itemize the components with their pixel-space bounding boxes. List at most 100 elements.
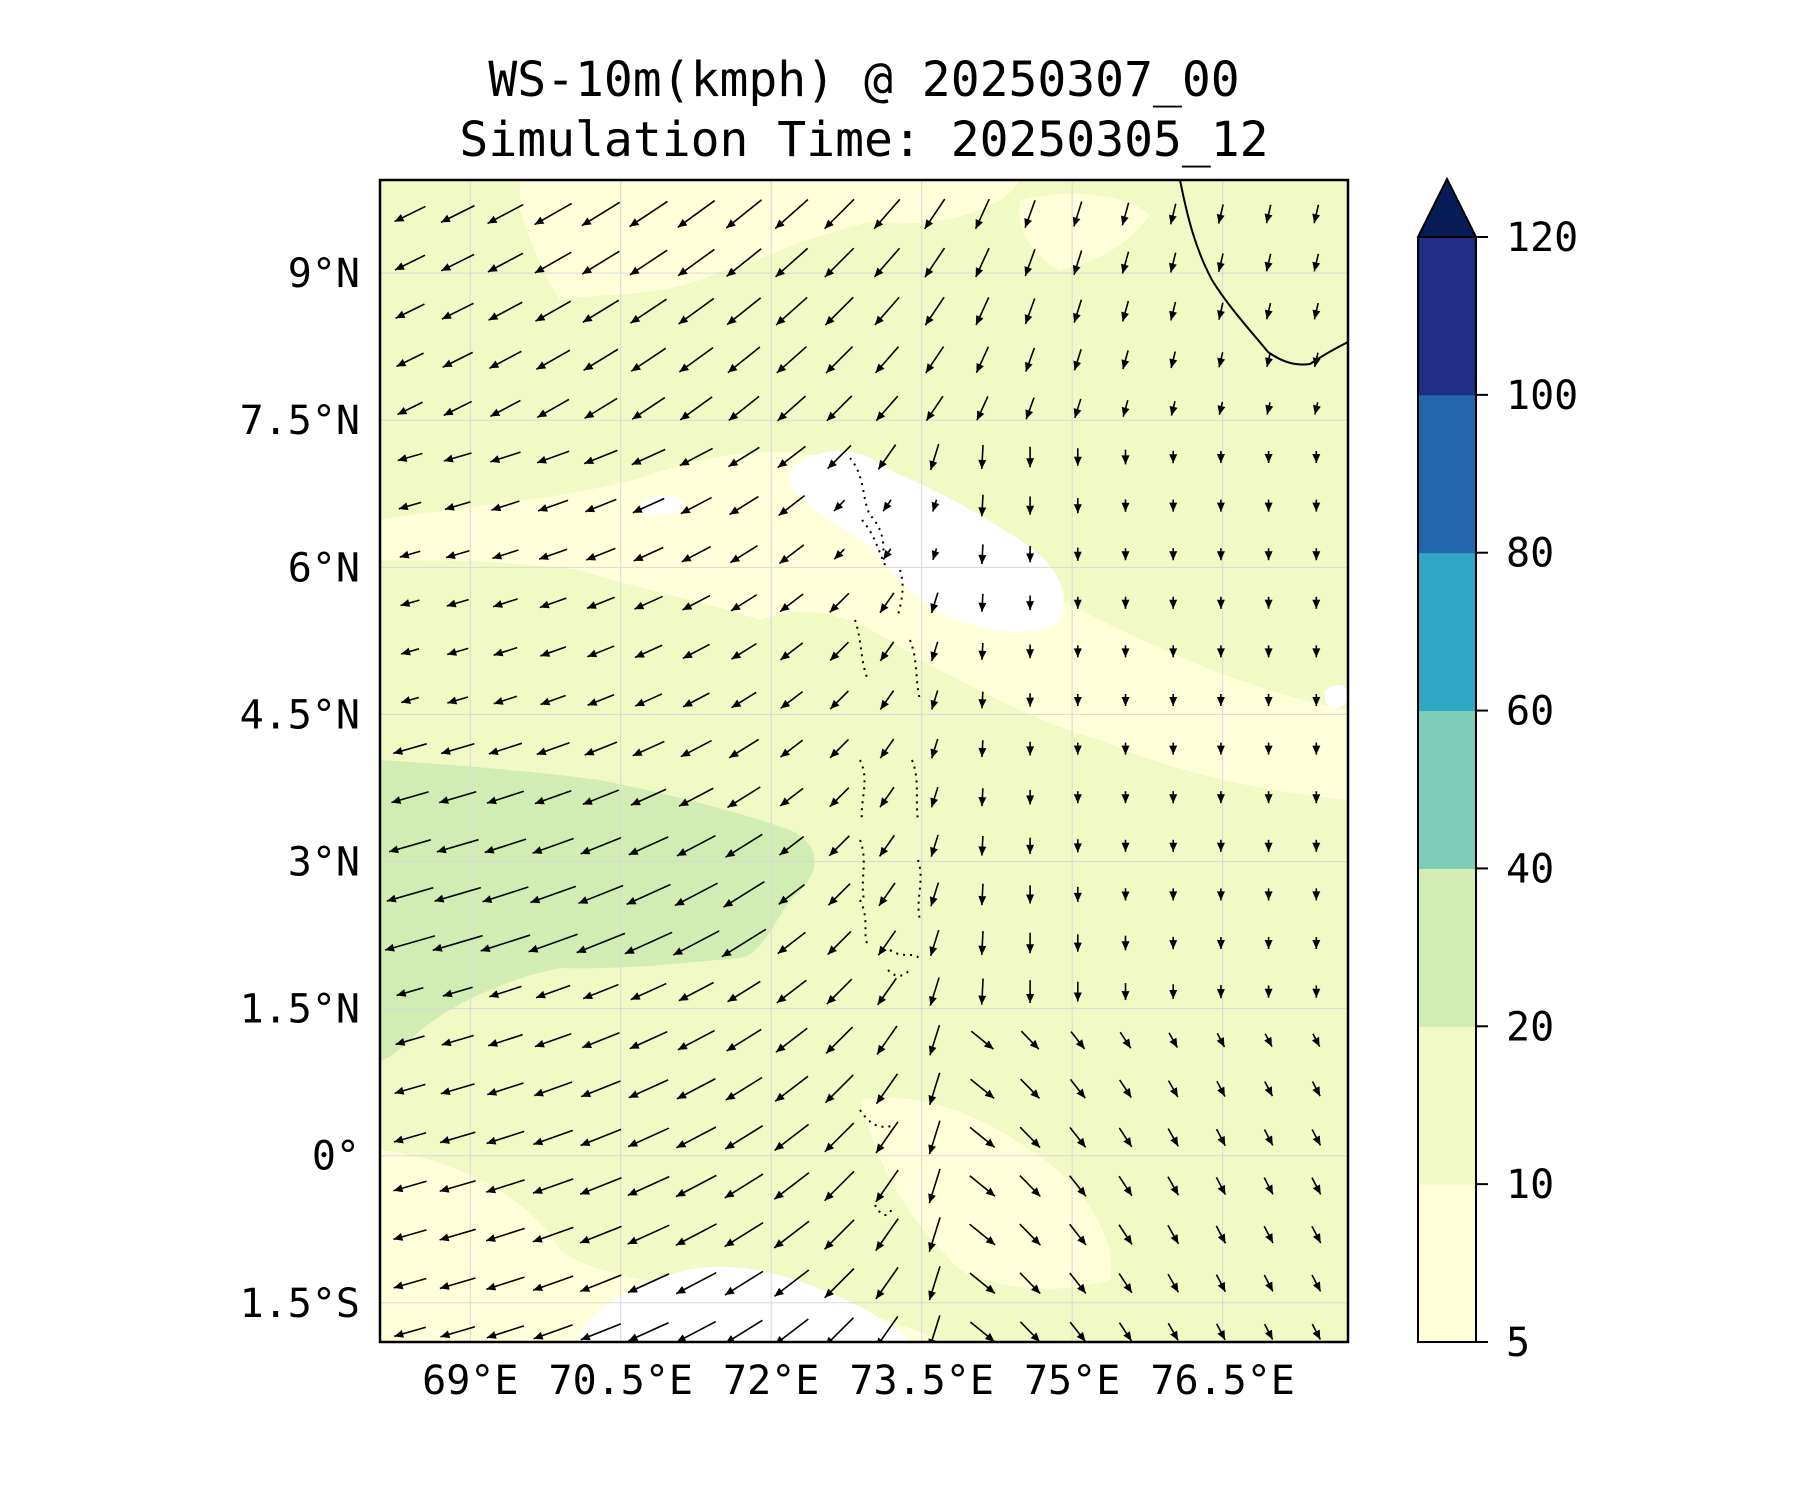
wind-vector [978, 931, 987, 955]
wind-vector [731, 691, 757, 709]
wind-vector [877, 444, 897, 470]
wind-vector [975, 346, 990, 374]
wind-vector [1264, 985, 1273, 998]
wind-vector [1072, 250, 1083, 275]
contour-band-calm-southwest [380, 1150, 940, 1342]
wind-vector [825, 345, 854, 374]
wind-vector [930, 690, 939, 710]
wind-vector [537, 499, 569, 512]
wind-vector [1216, 694, 1225, 706]
map-frame [378, 178, 1350, 1344]
wind-vector [585, 547, 616, 561]
wind-vector [978, 494, 987, 517]
wind-vector [439, 1131, 476, 1144]
wind-vector [1169, 548, 1178, 561]
wind-vector [773, 1220, 810, 1249]
wind-vector [928, 1168, 941, 1204]
wind-vector [1311, 1225, 1322, 1244]
wind-vector [1169, 888, 1178, 901]
wind-vector [1265, 402, 1274, 415]
wind-vector [875, 1218, 899, 1252]
wind-vector [578, 884, 624, 905]
wind-vector [627, 1127, 670, 1148]
wind-vector [682, 692, 710, 708]
wind-vector [829, 787, 850, 808]
wind-vector [824, 1268, 855, 1299]
wind-vector [486, 1325, 525, 1339]
wind-vector [487, 1033, 523, 1047]
wind-vector [978, 691, 987, 709]
wind-vector [1264, 499, 1273, 512]
wind-vector [394, 1326, 426, 1338]
wind-vector [394, 205, 426, 223]
wind-vector [1169, 301, 1177, 321]
wind-vector [1264, 548, 1273, 561]
wind-vector [1216, 645, 1225, 658]
wind-vector [925, 346, 945, 374]
wind-vector [682, 643, 710, 660]
wind-vector [729, 495, 759, 516]
wind-vector [1263, 1225, 1274, 1244]
wind-vector [1121, 888, 1130, 901]
wind-vector [978, 740, 987, 758]
wind-vector [1020, 1078, 1041, 1100]
y-tick-label: 1.5°N [240, 987, 360, 1033]
wind-vector [400, 696, 420, 704]
wind-vector [490, 399, 521, 418]
wind-vector [1312, 596, 1321, 609]
wind-vector [827, 444, 852, 470]
wind-vector [488, 742, 523, 755]
wind-vector [491, 500, 520, 512]
wind-vector [1069, 1321, 1087, 1342]
wind-vector [672, 930, 720, 956]
wind-vector [1118, 1273, 1133, 1294]
wind-vector [1121, 300, 1130, 322]
wind-vector [1073, 742, 1082, 755]
wind-vector [1026, 496, 1035, 515]
wind-vector [393, 1277, 427, 1290]
wind-vector [924, 296, 945, 326]
wind-vector [489, 985, 522, 998]
wind-vector [775, 1027, 808, 1053]
wind-vector [434, 886, 482, 903]
wind-vector [1169, 984, 1178, 999]
wind-vector [779, 593, 804, 613]
wind-vector [439, 1179, 476, 1193]
wind-vector [484, 838, 527, 854]
wind-vector [489, 350, 522, 370]
wind-vector [924, 198, 946, 230]
wind-vector [490, 451, 521, 463]
wind-vector [1312, 694, 1321, 706]
wind-vector [1217, 401, 1226, 416]
wind-vector [928, 1217, 941, 1253]
wind-vector [727, 346, 761, 374]
wind-vector [1069, 1175, 1087, 1197]
wind-vector [724, 1221, 764, 1248]
wind-vector [1073, 791, 1082, 804]
wind-vector [676, 835, 716, 857]
wind-vector [1169, 499, 1178, 512]
wind-vector [1264, 253, 1273, 272]
wind-vector [535, 300, 572, 322]
wind-vector [584, 741, 618, 756]
wind-vector [776, 346, 807, 374]
wind-vector [492, 598, 518, 608]
wind-vector [678, 346, 714, 373]
wind-vector [930, 592, 939, 614]
atoll-outline [897, 569, 904, 616]
chart-title: WS-10m(kmph) @ 20250307_00 [488, 52, 1239, 108]
wind-vector [778, 544, 805, 565]
wind-vector [677, 199, 716, 229]
wind-vector [833, 499, 846, 512]
wind-vector [482, 886, 529, 903]
wind-vector [1264, 1081, 1274, 1097]
wind-vector [1072, 201, 1083, 227]
wind-vector [873, 247, 901, 278]
wind-vector [1073, 596, 1082, 609]
wind-vector [681, 545, 712, 563]
wind-vector [724, 1270, 764, 1296]
wind-vector [778, 495, 806, 517]
wind-vector [439, 1277, 476, 1290]
contour-band-moderate-west [380, 760, 815, 1060]
wind-vector [721, 928, 767, 958]
